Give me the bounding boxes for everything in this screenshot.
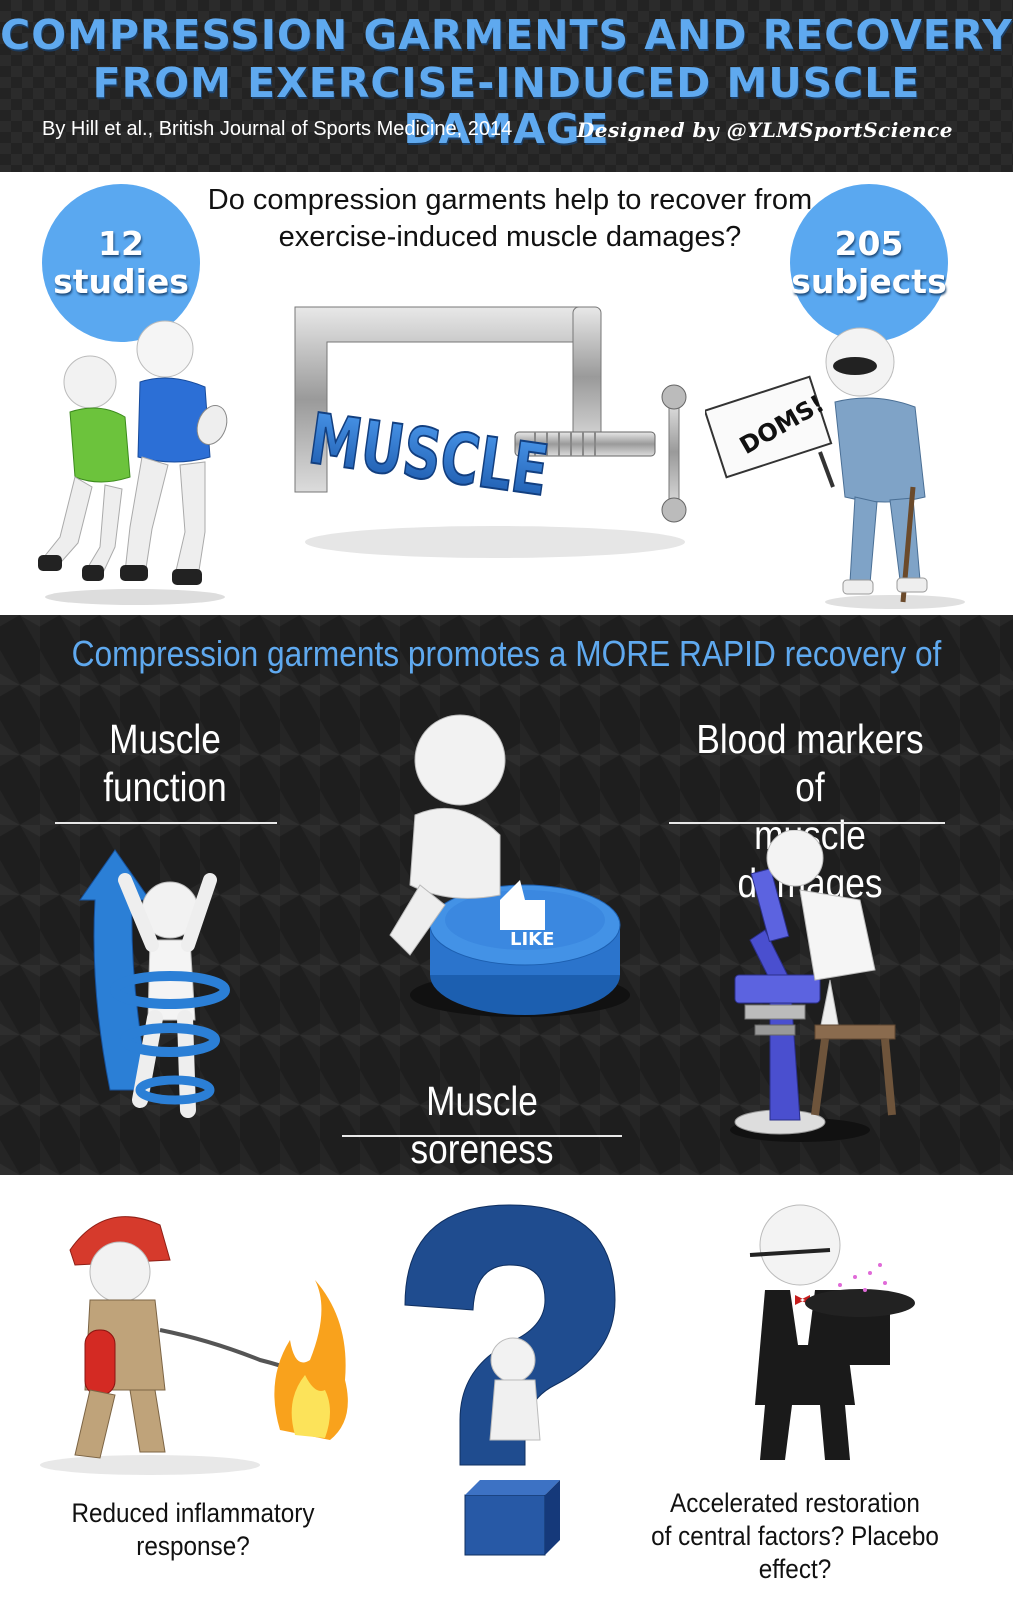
benefit-blood-markers-line-1: Blood markers of bbox=[696, 716, 924, 810]
like-button-figure-illustration: LIKE bbox=[389, 714, 630, 1017]
question-line-2: exercise-induced muscle damages? bbox=[278, 221, 742, 253]
rugby-players-illustration bbox=[38, 320, 228, 605]
findings-heading: Compression garments promotes a MORE RAP… bbox=[71, 633, 942, 674]
magician-placebo-illustration bbox=[749, 1204, 915, 1460]
benefit-muscle-soreness: Muscle soreness bbox=[410, 1078, 554, 1172]
intro-section: Do compression garments help to recover … bbox=[0, 172, 1013, 615]
title-line-2: FROM EXERCISE-INDUCED MUSCLE DAMAGE bbox=[92, 59, 921, 153]
microscope-scientist-illustration bbox=[730, 830, 896, 1142]
title-line-1: COMPRESSION GARMENTS AND RECOVERY bbox=[0, 11, 1013, 59]
findings-section: Compression garments promotes a MORE RAP… bbox=[0, 615, 1013, 1175]
citation-byline: By Hill et al., British Journal of Sport… bbox=[42, 118, 513, 140]
research-question: Do compression garments help to recover … bbox=[200, 182, 820, 256]
subjects-label: subjects bbox=[791, 262, 947, 301]
central-factors-line-2: of central factors? Placebo effect? bbox=[651, 1521, 939, 1584]
divider-left bbox=[55, 822, 277, 824]
muscle-clamp-illustration: MUSCLE bbox=[294, 306, 687, 558]
cheering-figure-arrow-icon bbox=[79, 849, 230, 1118]
subjects-count-badge: 205 subjects bbox=[790, 184, 948, 342]
central-factors-placebo-hypothesis: Accelerated restoration of central facto… bbox=[638, 1487, 953, 1586]
studies-count-badge: 12 studies bbox=[42, 184, 200, 342]
benefit-muscle-function-line-1: Muscle bbox=[109, 716, 221, 762]
studies-label: studies bbox=[53, 262, 189, 301]
subjects-number: 205 bbox=[834, 224, 904, 263]
firefighter-illustration bbox=[40, 1216, 348, 1475]
inflammatory-response-hypothesis: Reduced inflammatory response? bbox=[71, 1498, 315, 1561]
central-factors-line-1: Accelerated restoration bbox=[670, 1488, 920, 1518]
question-line-1: Do compression garments help to recover … bbox=[207, 184, 813, 216]
question-mark-thinker-illustration bbox=[404, 1204, 616, 1556]
divider-right bbox=[669, 822, 945, 824]
divider-center bbox=[342, 1135, 622, 1137]
mechanisms-section: Reduced inflammatory response? Accelerat… bbox=[0, 1175, 1013, 1600]
like-button-text: LIKE bbox=[510, 929, 554, 950]
benefit-muscle-function-line-2: function bbox=[103, 764, 227, 810]
studies-number: 12 bbox=[98, 224, 144, 263]
designer-credit: Designed by @YLMSportScience bbox=[576, 118, 953, 142]
header-banner: COMPRESSION GARMENTS AND RECOVERY FROM E… bbox=[0, 0, 1013, 172]
elderly-man-doms-sign-illustration: DOMS! bbox=[705, 327, 965, 609]
benefit-muscle-function: Muscle function bbox=[70, 715, 259, 811]
clamp-muscle-word: MUSCLE bbox=[304, 398, 553, 513]
